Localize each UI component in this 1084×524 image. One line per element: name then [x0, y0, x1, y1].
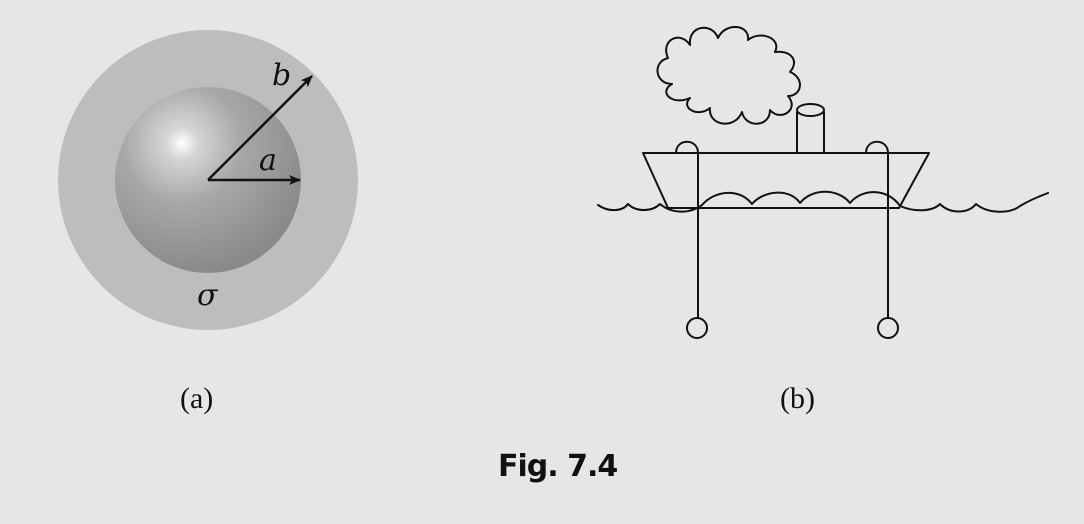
radius-b-label: b: [272, 58, 291, 93]
conductivity-sigma-label: σ: [197, 278, 219, 313]
left-electrode-cable: [675, 140, 699, 319]
ship-hull: [642, 152, 930, 209]
radius-b-arrow: [207, 75, 313, 181]
water-surface: [597, 190, 1049, 213]
right-electrode-ball: [877, 317, 899, 339]
panel-b-ship: [597, 26, 1049, 339]
panel-b-sublabel: (b): [780, 382, 815, 415]
right-electrode-cable: [865, 140, 889, 319]
funnel-top: [796, 103, 825, 117]
figure-caption: Fig. 7.4: [498, 449, 617, 484]
smoke-cloud: [656, 26, 801, 125]
left-electrode-ball: [686, 317, 708, 339]
panel-a-sublabel: (a): [180, 382, 213, 415]
panel-a-spheres: b a σ: [58, 30, 358, 330]
radius-a-label: a: [259, 143, 277, 178]
